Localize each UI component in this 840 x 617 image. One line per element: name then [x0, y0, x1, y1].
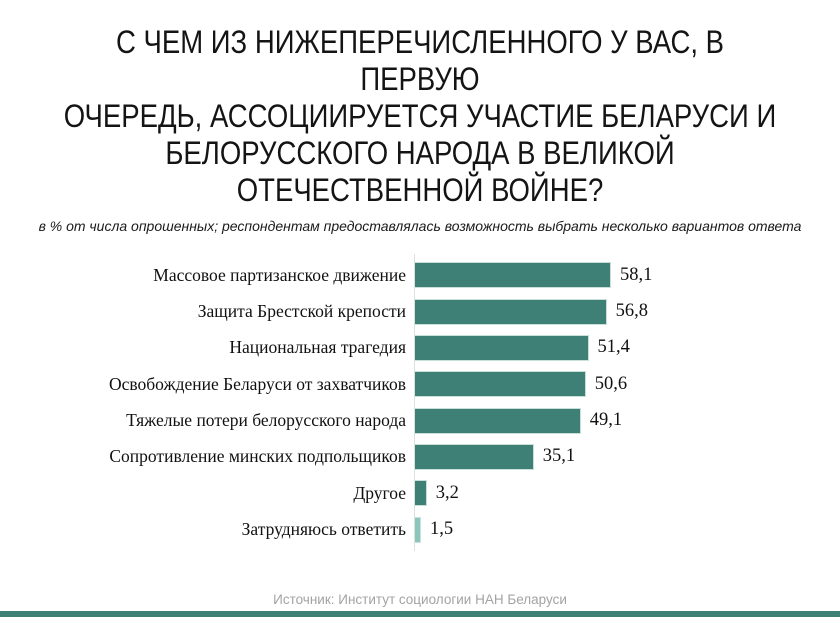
category-label: Затрудняюсь ответить [241, 519, 406, 540]
category-label: Сопротивление минских подпольщиков [109, 446, 406, 467]
chart-rows: Массовое партизанское движение 58,1 Защи… [0, 257, 840, 548]
category-label: Тяжелые потери белорусского народа [126, 410, 406, 431]
bar [414, 443, 534, 470]
bar-chart: Массовое партизанское движение 58,1 Защи… [0, 254, 840, 551]
chart-row: Тяжелые потери белорусского народа 49,1 [0, 402, 840, 438]
chart-title: С ЧЕМ ИЗ НИЖЕПЕРЕЧИСЛЕННОГО У ВАС, В ПЕР… [63, 24, 777, 208]
chart-subtitle: в % от числа опрошенных; респондентам пр… [38, 218, 802, 234]
value-label: 50,6 [594, 373, 628, 394]
value-label: 56,8 [615, 301, 648, 322]
footer-accent-bar [0, 611, 840, 617]
chart-row: Другое 3,2 [0, 475, 840, 511]
value-label: 1,5 [430, 519, 454, 540]
value-label: 51,4 [597, 337, 630, 358]
bar [414, 262, 611, 289]
chart-row: Освобождение Беларуси от захватчиков 50,… [0, 366, 840, 402]
category-label: Защита Брестской крепости [197, 301, 406, 322]
axis-baseline [414, 254, 415, 551]
bar [414, 334, 589, 361]
chart-row: Сопротивление минских подпольщиков 35,1 [0, 439, 840, 475]
source-note: Источник: Институт социологии НАН Белару… [273, 592, 567, 607]
value-label: 58,1 [620, 264, 653, 285]
chart-row: Массовое партизанское движение 58,1 [0, 257, 840, 293]
bar [414, 407, 581, 434]
category-label: Освобождение Беларуси от захватчиков [108, 373, 406, 394]
category-label: Национальная трагедия [229, 337, 406, 358]
bar [414, 516, 421, 543]
chart-row: Защита Брестской крепости 56,8 [0, 293, 840, 329]
value-label: 49,1 [589, 410, 623, 431]
bar [414, 480, 427, 507]
bar [414, 371, 586, 398]
chart-row: Национальная трагедия 51,4 [0, 330, 840, 366]
bar [414, 298, 607, 325]
value-label: 35,1 [542, 446, 576, 467]
value-label: 3,2 [435, 482, 459, 503]
chart-row: Затрудняюсь ответить 1,5 [0, 511, 840, 547]
category-label: Массовое партизанское движение [153, 264, 406, 285]
category-label: Другое [353, 482, 406, 503]
